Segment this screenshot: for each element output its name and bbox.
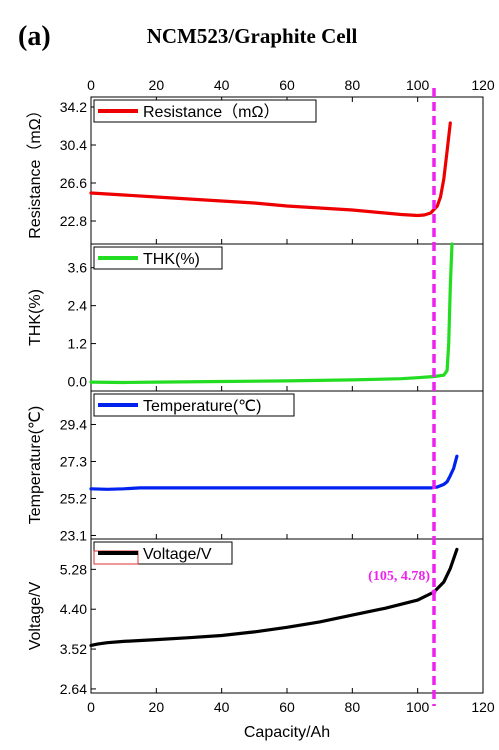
y-axis-label: Voltage/V xyxy=(27,581,44,650)
y-tick-label: 27.3 xyxy=(60,453,87,469)
y-tick-label: 22.8 xyxy=(60,213,87,229)
x-top-tick-label: 40 xyxy=(214,77,230,93)
y-tick-label: 30.4 xyxy=(60,137,87,153)
x-tick-label: 20 xyxy=(149,699,165,715)
y-axis-label: Temperature(℃) xyxy=(27,406,44,524)
x-tick-label: 120 xyxy=(471,699,495,715)
y-axis-label: THK(%) xyxy=(27,289,44,346)
legend-label: Temperature(℃) xyxy=(143,398,261,415)
series-line-2 xyxy=(89,242,454,385)
legend-label: Resistance（mΩ） xyxy=(143,103,279,121)
legend-label: Voltage/V xyxy=(143,546,212,563)
legend-box xyxy=(93,246,223,270)
x-tick-label: 0 xyxy=(87,699,95,715)
series-line-1 xyxy=(89,121,452,218)
x-tick-label: 60 xyxy=(279,699,295,715)
x-top-tick-label: 20 xyxy=(149,77,165,93)
panel-label: (a) xyxy=(18,21,51,52)
y-tick-label: 3.52 xyxy=(60,641,87,657)
legend-box xyxy=(93,393,295,417)
y-tick-label: 1.2 xyxy=(68,336,88,352)
series-line-3 xyxy=(89,454,459,491)
plot-area: 22.8 26.6 30.4 34.2 Resistance（mΩ） Resistance… xyxy=(26,77,495,741)
y-tick-label: 2.4 xyxy=(68,298,88,314)
y-tick-label: 34.2 xyxy=(60,99,87,115)
series-line-4 xyxy=(89,547,459,648)
y-tick-label: 5.28 xyxy=(60,561,87,577)
y-tick-label: 3.6 xyxy=(68,260,88,276)
legend-label: THK(%) xyxy=(143,251,200,268)
x-top-tick-label: 80 xyxy=(345,77,361,93)
y-tick-label: 0.0 xyxy=(68,374,88,390)
x-tick-label: 100 xyxy=(406,699,430,715)
annotation-point xyxy=(431,589,437,595)
x-tick-label: 40 xyxy=(214,699,230,715)
x-top-tick-label: 120 xyxy=(471,77,495,93)
legend-box xyxy=(93,99,317,123)
y-tick-label: 26.6 xyxy=(60,175,87,191)
y-axis-label: Resistance（mΩ） xyxy=(26,102,44,238)
chart-title: NCM523/Graphite Cell xyxy=(147,24,358,48)
x-axis-label: Capacity/Ah xyxy=(244,724,330,741)
y-tick-label: 2.64 xyxy=(60,681,87,697)
y-tick-label: 4.40 xyxy=(60,601,87,617)
x-top-tick-label: 60 xyxy=(279,77,295,93)
x-top-tick-label: 100 xyxy=(406,77,430,93)
x-top-tick-label: 0 xyxy=(87,77,95,93)
x-tick-label: 80 xyxy=(345,699,361,715)
y-tick-label: 23.1 xyxy=(60,527,87,543)
y-tick-label: 29.4 xyxy=(60,416,87,432)
annotation-label: (105, 4.78) xyxy=(368,569,430,584)
y-tick-label: 25.2 xyxy=(60,490,87,506)
